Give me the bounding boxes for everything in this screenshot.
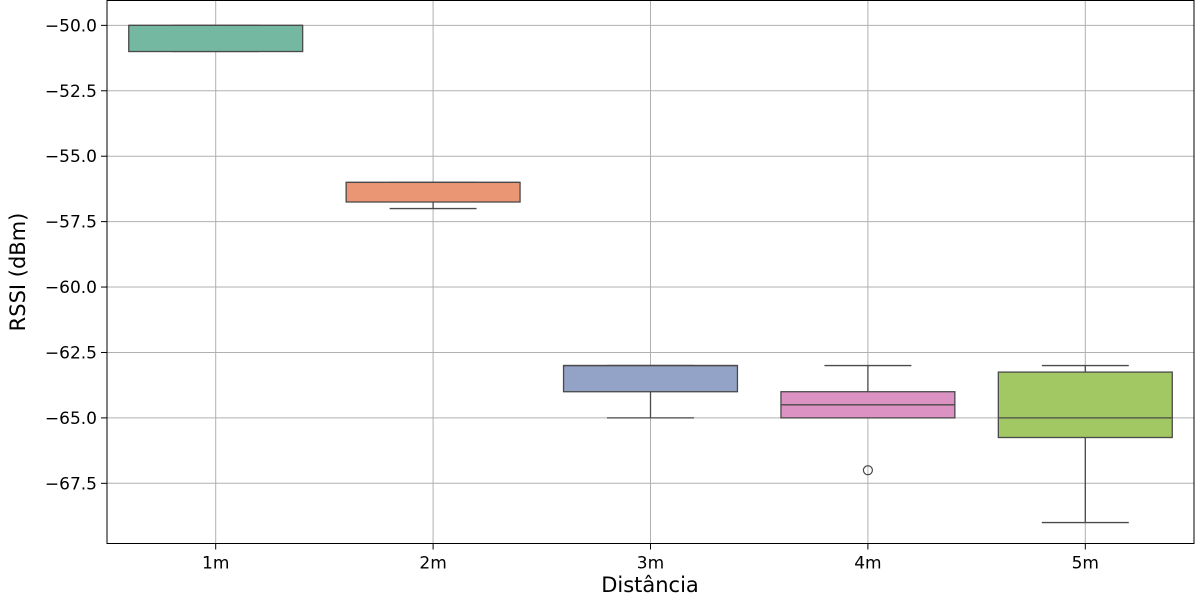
y-tick-label: −60.0 [45,278,97,298]
y-tick-label: −62.5 [45,343,97,363]
box-group-3m [562,364,739,419]
x-axis-label: Distância [601,573,699,597]
grid-lines [107,0,1194,544]
x-tick-label: 1m [202,554,229,574]
box-5m [997,371,1173,439]
outlier-point [862,465,874,476]
x-tick-label: 2m [419,554,446,574]
box-group-5m [997,364,1173,524]
y-tick-label: −55.0 [45,147,97,167]
boxes-layer [128,24,1173,524]
y-tick-label: −50.0 [45,16,97,36]
box-group-4m [780,364,956,476]
y-tick-label: −57.5 [45,213,97,233]
y-tick-label: −67.5 [45,474,97,494]
box-group-2m [345,181,521,210]
y-tick-label: −65.0 [45,409,97,429]
y-axis-ticks: −50.0 −52.5 −55.0 −57.5 −60.0 −62.5 −65.0 −67.5 [45,16,107,494]
y-axis-label: RSSI (dBm) [6,213,30,332]
x-tick-label: 3m [637,554,664,574]
x-tick-label: 5m [1072,554,1099,574]
box-3m [562,364,739,393]
x-tick-label: 4m [854,554,881,574]
box-2m [345,181,521,203]
box-1m [128,24,304,53]
x-axis-ticks: 1m 2m 3m 4m 5m [202,543,1099,574]
y-tick-label: −52.5 [45,82,97,102]
box-group-1m [128,24,304,53]
